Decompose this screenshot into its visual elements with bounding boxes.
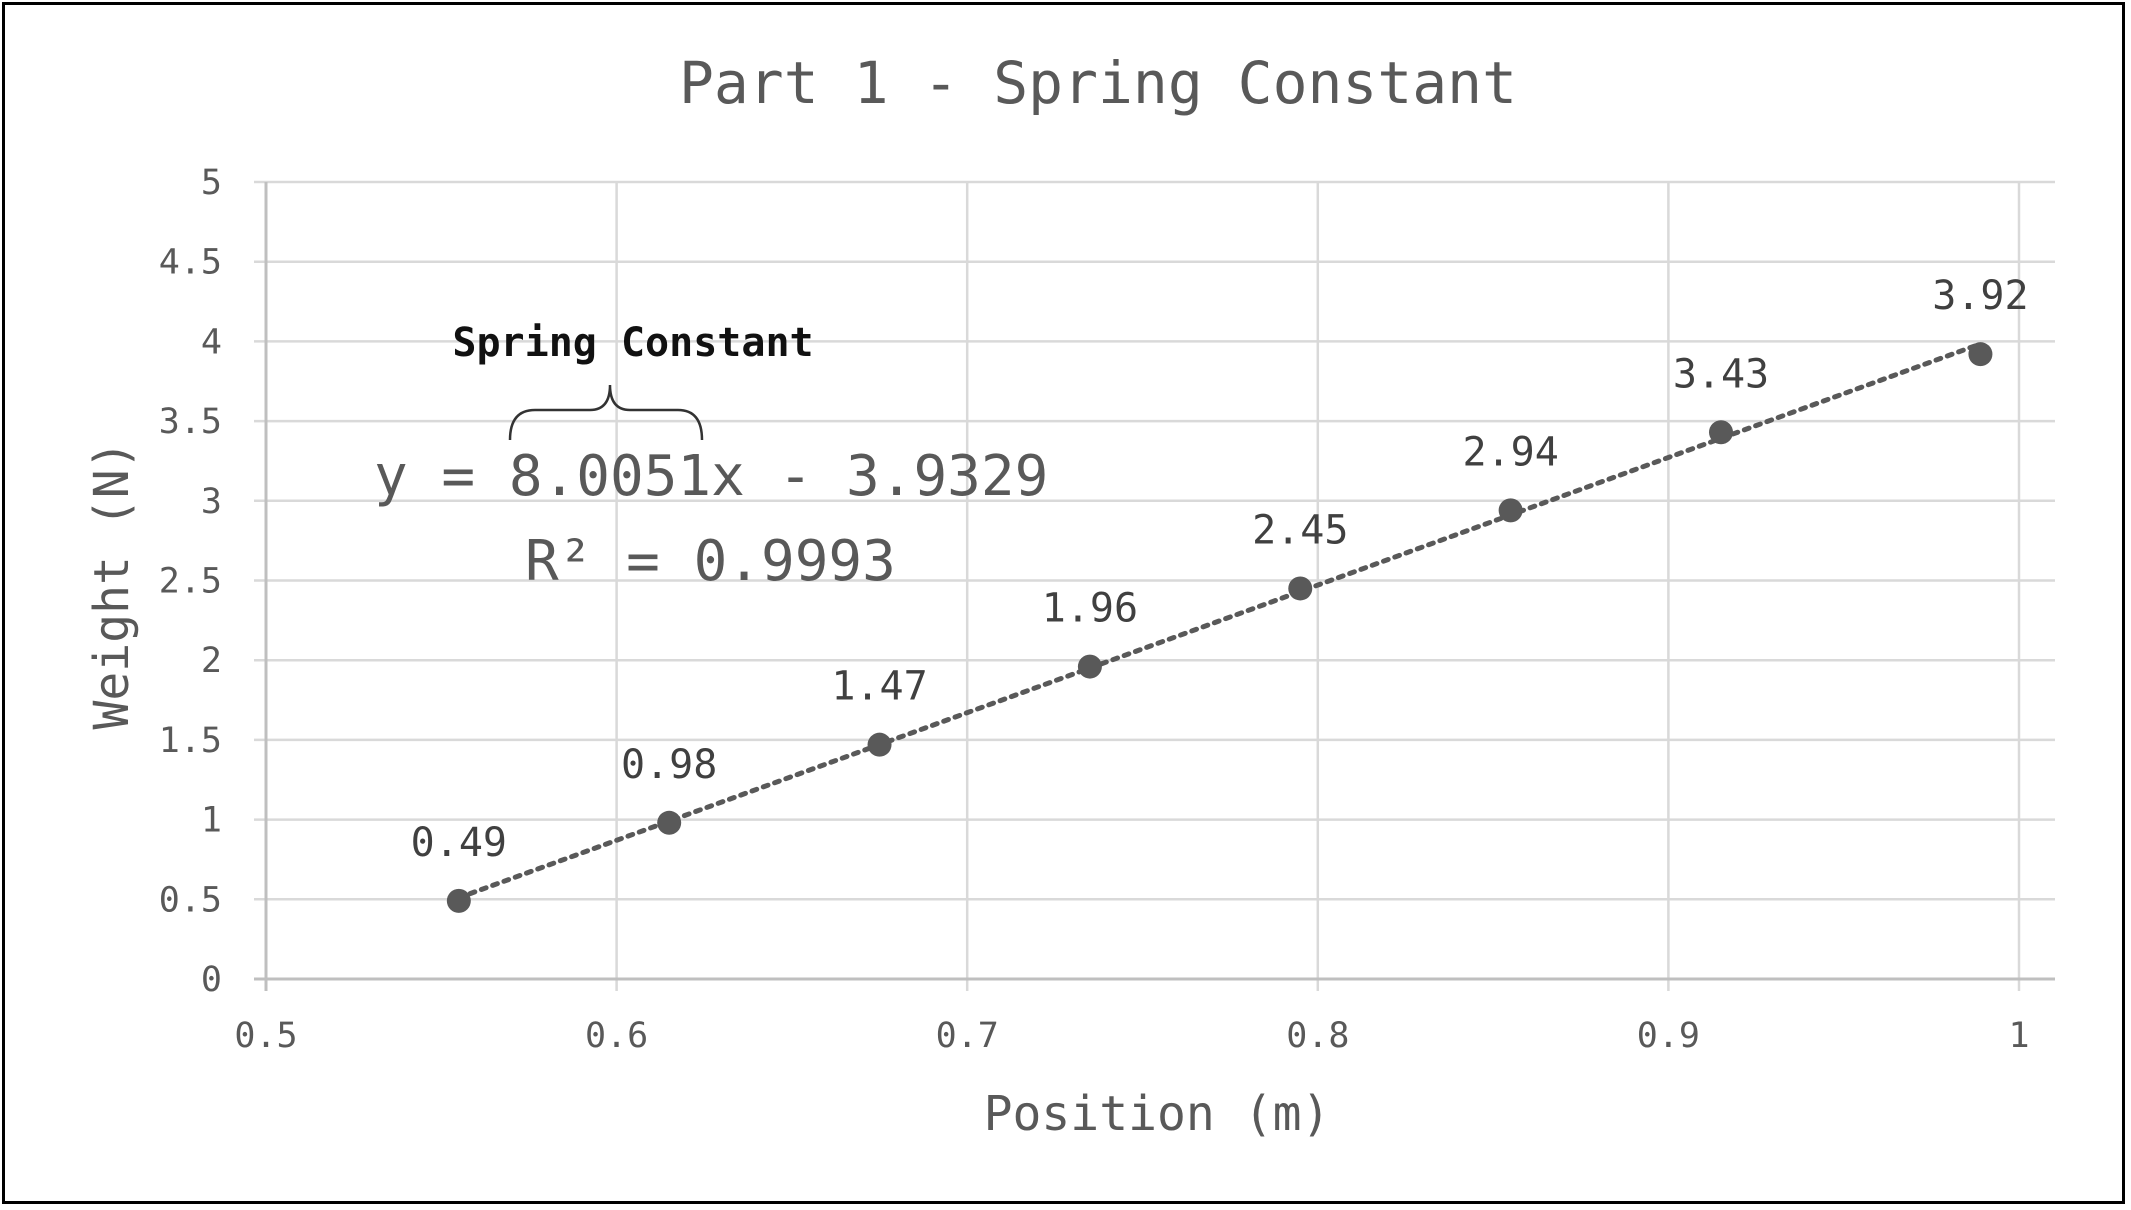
data-label: 0.98: [621, 742, 717, 788]
y-tick-label: 2: [201, 641, 222, 681]
data-label: 3.43: [1673, 351, 1769, 397]
y-axis-label: Weight (N): [84, 441, 140, 730]
data-label: 1.47: [831, 664, 927, 710]
data-label: 2.45: [1252, 507, 1348, 553]
x-tick-label: 0.8: [1286, 1016, 1349, 1056]
trendline-layer: [456, 341, 1983, 901]
x-tick-label: 0.7: [936, 1016, 999, 1056]
data-point: [1968, 342, 1993, 367]
grid-lines: [254, 180, 2055, 991]
annotation-spring-constant: Spring Constant: [452, 320, 813, 366]
data-label: 3.92: [1932, 273, 2028, 319]
y-tick-label: 3.5: [159, 402, 222, 442]
data-point: [1498, 498, 1523, 523]
data-label: 1.96: [1042, 586, 1138, 632]
axis-lines: [254, 182, 2055, 991]
data-point: [1288, 576, 1313, 601]
y-tick-label: 5: [201, 163, 222, 203]
y-tick-label: 4: [201, 322, 222, 362]
data-labels: 0.49 0.98 1.47 1.96 2.45 2.94 3.43 3.92: [411, 273, 2029, 866]
trendline-equation: y = 8.0051x - 3.9329: [374, 444, 1048, 509]
x-tick-label: 1: [2008, 1016, 2029, 1056]
y-tick-label: 1: [201, 801, 222, 841]
x-tick-label: 0.9: [1637, 1016, 1700, 1056]
data-point: [1077, 654, 1102, 679]
x-axis-label: Position (m): [984, 1086, 1331, 1142]
y-tick-label: 0: [201, 960, 222, 1000]
y-tick-label: 0.5: [159, 880, 222, 920]
chart-title: Part 1 - Spring Constant: [679, 49, 1517, 117]
y-tick-label: 3: [201, 482, 222, 522]
data-label: 0.49: [411, 820, 507, 866]
data-label: 2.94: [1462, 429, 1558, 475]
data-point: [657, 810, 682, 835]
trendline: [456, 341, 1983, 901]
data-point: [867, 732, 892, 757]
data-points: [446, 342, 1993, 913]
y-tick-labels: 0 0.5 1 1.5 2 2.5 3 3.5 4 4.5 5: [159, 163, 222, 1000]
y-tick-label: 4.5: [159, 243, 222, 283]
y-tick-label: 2.5: [159, 562, 222, 602]
r-squared-label: R² = 0.9993: [525, 529, 896, 594]
data-point: [1708, 420, 1733, 445]
x-tick-label: 0.6: [585, 1016, 648, 1056]
x-tick-labels: 0.5 0.6 0.7 0.8 0.9 1: [234, 1016, 2029, 1056]
annotation-brace: [508, 384, 704, 441]
y-tick-label: 1.5: [159, 721, 222, 761]
x-tick-label: 0.5: [234, 1016, 297, 1056]
data-point: [446, 888, 471, 913]
